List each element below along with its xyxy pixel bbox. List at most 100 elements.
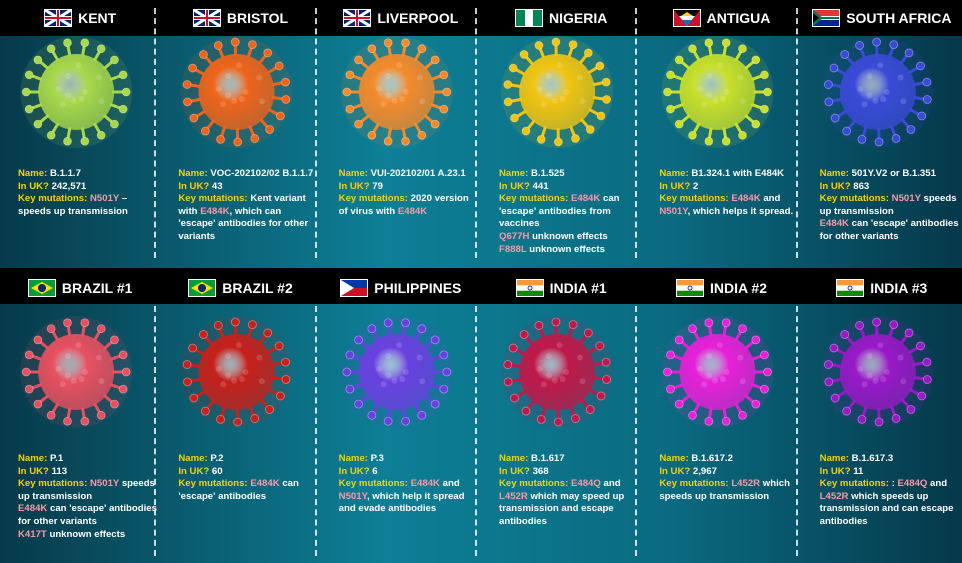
virus-spike-tip xyxy=(666,350,675,360)
mutation-text: can 'escape' antibodies from vaccines xyxy=(499,193,620,230)
virus-spike-tip xyxy=(216,134,225,144)
virus-spike-tip xyxy=(345,70,355,80)
virus-spike-tip xyxy=(763,367,772,377)
virus-spike-tip xyxy=(510,113,519,123)
virus-spike-tip xyxy=(230,37,240,47)
uk-label: In UK? xyxy=(338,180,370,192)
mutation: L452R xyxy=(819,490,849,502)
virus-texture xyxy=(64,73,71,80)
virus-spike-tip xyxy=(663,367,672,377)
virus-spike-tip xyxy=(534,41,544,50)
title-text: INDIA #3 xyxy=(870,280,928,296)
virus-spike-tip xyxy=(534,321,544,330)
title-text: BRAZIL #1 xyxy=(61,280,133,296)
virus-spike-tip xyxy=(666,384,675,394)
virus-spike-tip xyxy=(536,414,546,424)
info-line: Key mutations: N501Y speeds up transmiss… xyxy=(820,193,960,218)
virus-texture xyxy=(402,89,409,95)
virus-texture xyxy=(215,365,222,372)
panel-title: INDIA #1 xyxy=(481,274,641,302)
virus-texture xyxy=(256,74,263,81)
virus-spike-tip xyxy=(674,399,684,409)
title-band xyxy=(0,0,962,36)
name-label: Name: xyxy=(178,453,208,464)
virus-spike-tip xyxy=(110,119,119,129)
virus-texture xyxy=(391,377,398,384)
info-line: In UK? 2 xyxy=(659,181,799,194)
virus-spike-tip xyxy=(508,63,518,73)
virus-texture xyxy=(540,381,547,388)
virus-spike-tip xyxy=(354,335,363,345)
mutations-label: Key mutations: xyxy=(499,478,569,490)
title-text: BRISTOL xyxy=(226,10,289,26)
info-line: Key mutations: E484Q and L452R which may… xyxy=(499,478,639,528)
virus-spike-tip xyxy=(189,113,199,123)
virus-texture xyxy=(238,96,245,103)
virus-texture xyxy=(82,89,89,95)
virus-spike-tip xyxy=(265,405,274,414)
flag-part xyxy=(198,284,207,292)
virus-texture xyxy=(900,98,907,105)
virus-spike-tip xyxy=(583,48,593,58)
virus-spike-tip xyxy=(889,320,899,330)
virus-texture xyxy=(385,73,392,80)
virus-spike-tip xyxy=(891,134,901,143)
virus-spike-tip xyxy=(233,417,243,427)
virus-texture xyxy=(416,74,423,81)
uk-cases: 242,571 xyxy=(51,180,87,192)
mutation: E484K xyxy=(200,205,230,217)
mutation-text: and xyxy=(927,478,948,490)
virus-spike-tip xyxy=(666,70,675,80)
mutation: N501Y xyxy=(659,205,688,217)
virus-texture xyxy=(380,101,387,108)
virus-spike-tip xyxy=(917,111,927,121)
virus-spike-tip xyxy=(417,44,427,54)
virus-texture xyxy=(880,96,887,103)
virus-texture xyxy=(712,377,719,384)
virus-spike-tip xyxy=(688,44,697,54)
virus-spike-tip xyxy=(721,38,731,48)
virus-texture xyxy=(75,342,82,349)
virus-texture xyxy=(556,62,563,69)
mutation: F888L xyxy=(499,243,527,255)
virus-spike-tip xyxy=(521,126,531,136)
flag xyxy=(836,279,865,297)
title-text: INDIA #1 xyxy=(549,280,607,296)
virus-spike-tip xyxy=(571,414,580,423)
virus-spike-tip xyxy=(721,318,731,328)
virus-spike-tip xyxy=(274,61,284,71)
name-label: Name: xyxy=(819,453,849,464)
panel-title: SOUTH AFRICA xyxy=(802,4,962,32)
uk-cases: 60 xyxy=(211,465,223,477)
virus-texture xyxy=(536,85,543,92)
virus-spike-tip xyxy=(188,343,197,353)
virus-spike-tip xyxy=(188,63,197,73)
virus-spike-tip xyxy=(922,375,932,384)
virus-spike-tip xyxy=(503,360,513,369)
virus-spike-tip xyxy=(751,55,761,65)
virus-spike-tip xyxy=(80,416,90,426)
virus-spike-tip xyxy=(417,130,427,140)
virus-texture xyxy=(576,354,583,361)
virus-texture xyxy=(701,381,708,388)
virus-spike-tip xyxy=(855,321,864,330)
flag-part xyxy=(813,13,820,23)
virus-body xyxy=(679,334,756,410)
virus-texture xyxy=(866,372,873,379)
virus-texture xyxy=(563,89,570,95)
virus-spike-tip xyxy=(213,321,223,330)
virus-texture xyxy=(866,92,873,99)
info-line: Name: VUI-202102/01 A.23.1 xyxy=(339,168,479,181)
virus-spike-tip xyxy=(248,40,257,50)
virus-texture xyxy=(419,378,426,385)
uk-cases: 11 xyxy=(853,465,864,477)
virus-spike-tip xyxy=(823,80,833,89)
info-line: In UK? 368 xyxy=(499,466,639,479)
virus-texture xyxy=(391,97,398,104)
separator xyxy=(795,306,798,556)
virus-spike-tip xyxy=(503,80,513,89)
flag xyxy=(343,9,372,27)
mutations-label: Key mutations: xyxy=(338,193,408,205)
virus-spike-tip xyxy=(367,410,377,420)
virus-spike-tip xyxy=(595,341,605,351)
